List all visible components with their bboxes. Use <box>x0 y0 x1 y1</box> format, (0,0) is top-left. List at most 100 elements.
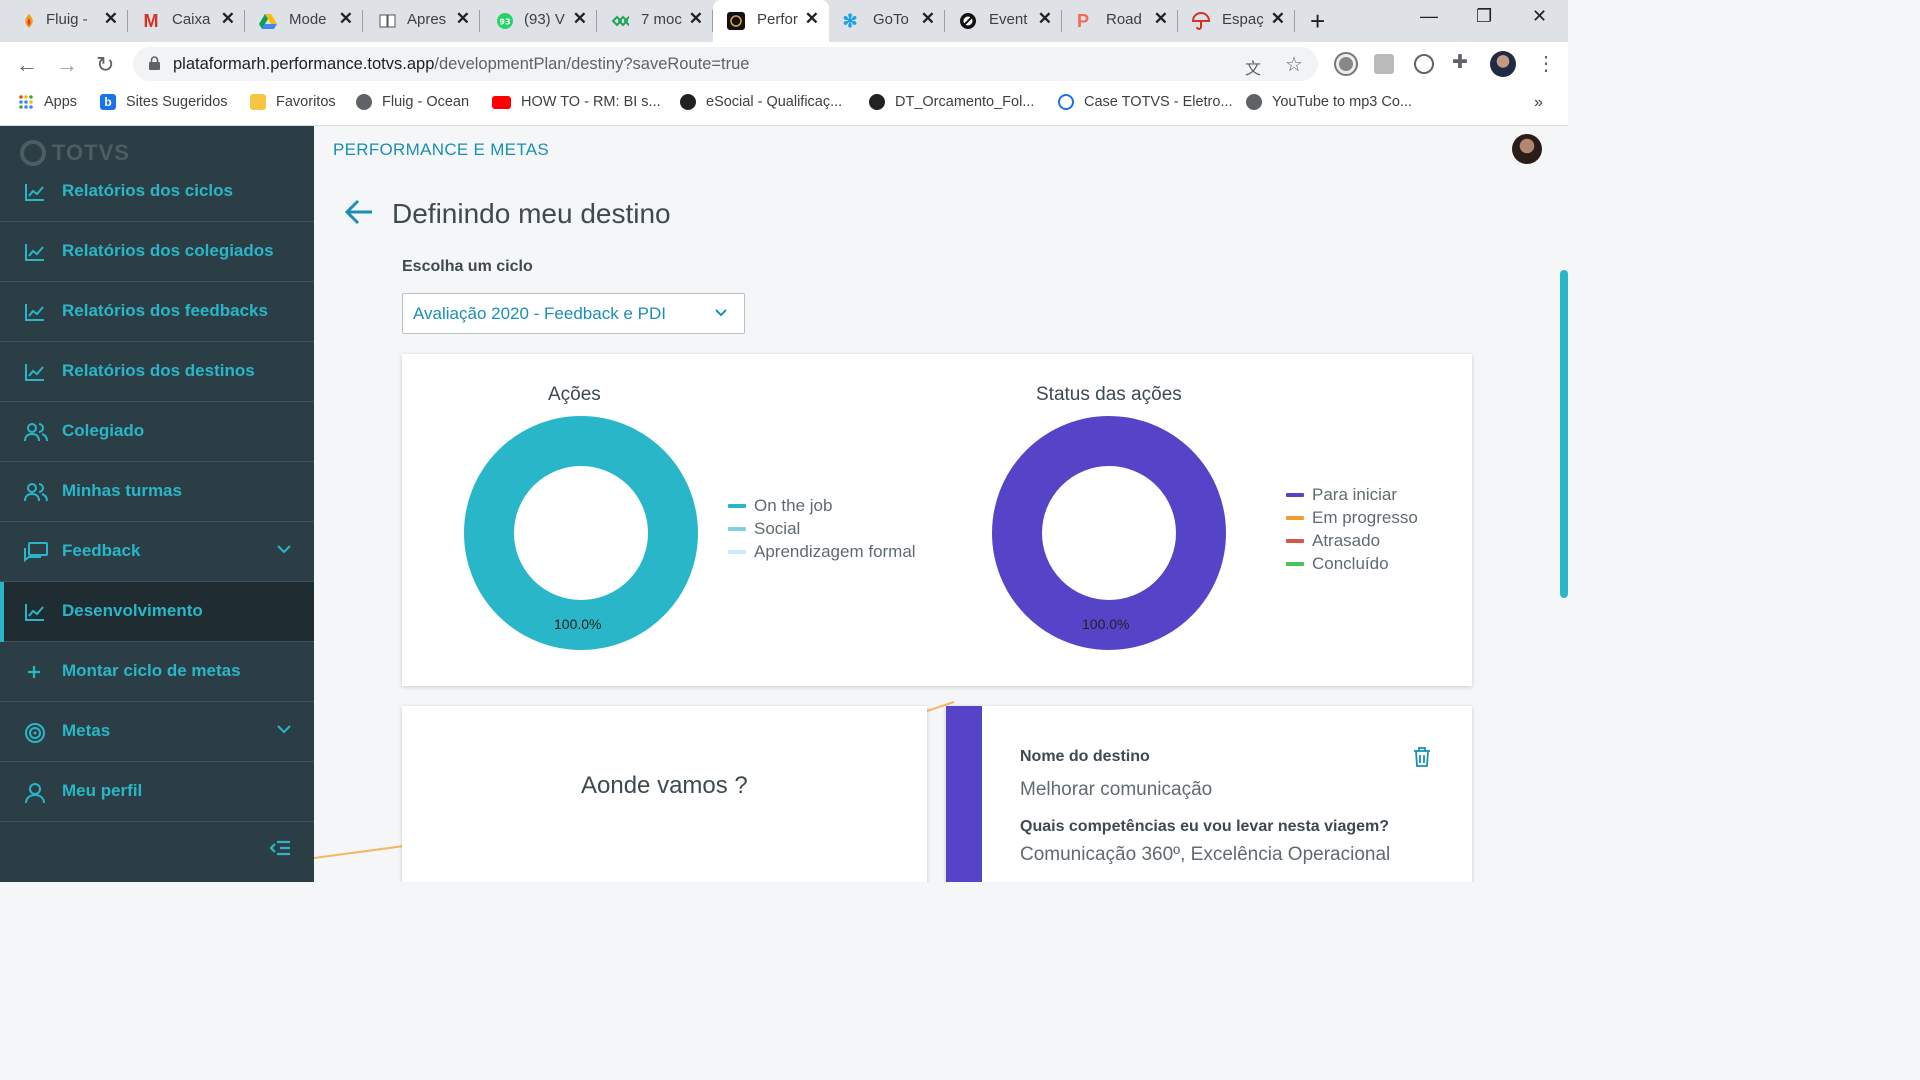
tab-title: Road <box>1106 11 1142 28</box>
sidebar-item-label: Colegiado <box>62 421 145 440</box>
tab-title: Event <box>989 11 1028 28</box>
translate-icon[interactable]: 文 <box>1245 61 1262 78</box>
restore-window-icon[interactable]: ❐ <box>1476 6 1493 26</box>
extension-icon[interactable] <box>1374 54 1394 74</box>
sidebar-item-desenvolvimento[interactable]: Desenvolvimento <box>0 582 314 642</box>
back-nav-icon[interactable]: ← <box>16 52 38 77</box>
bookmark-star-icon[interactable]: ☆ <box>1285 54 1303 76</box>
browser-tab[interactable]: Fluig - ✕ <box>0 0 128 42</box>
legend-entry[interactable]: On the job <box>728 494 916 517</box>
browser-toolbar: ← → ↻ plataformarh.performance.totvs.app… <box>0 42 1568 86</box>
browser-tab[interactable]: 93 (93) V ✕ <box>480 0 597 42</box>
sidebar-item-meu-perfil[interactable]: Meu perfil <box>0 762 314 822</box>
bookmark-sites-sugeridos[interactable]: b Sites Sugeridos <box>100 94 228 110</box>
close-tab-icon[interactable]: ✕ <box>455 9 470 28</box>
extension-icon[interactable] <box>1336 54 1356 74</box>
sidebar-item-label: Desenvolvimento <box>62 601 203 620</box>
close-tab-icon[interactable]: ✕ <box>1270 9 1285 28</box>
tab-title: Caixa <box>172 11 211 28</box>
minimize-window-icon[interactable]: — <box>1420 6 1438 26</box>
collapse-sidebar-icon[interactable] <box>268 838 292 863</box>
page-scrollbar[interactable] <box>1560 270 1568 598</box>
gmail-icon: M <box>143 10 159 31</box>
bookmark-apps[interactable]: Apps <box>18 94 77 110</box>
legend-entry[interactable]: Aprendizagem formal <box>728 540 916 563</box>
sidebar-item-label: Montar ciclo de metas <box>62 661 241 680</box>
main-content: PERFORMANCE E METAS Definindo meu destin… <box>314 126 1568 882</box>
cycle-select-value: Avaliação 2020 - Feedback e PDI <box>413 304 666 323</box>
extensions-puzzle-icon[interactable]: ✚ <box>1452 52 1468 73</box>
legend-entry[interactable]: Concluído <box>1286 552 1418 575</box>
legend-label: Aprendizagem formal <box>754 541 916 561</box>
donut-slice[interactable] <box>992 416 1226 650</box>
totvs-icon <box>727 12 745 30</box>
sidebar-item-relatorios-dos-feedbacks[interactable]: Relatórios dos feedbacks <box>0 282 314 342</box>
sidebar-item-feedback[interactable]: Feedback <box>0 522 314 582</box>
browser-tab[interactable]: M Caixa ✕ <box>128 0 245 42</box>
bookmark-fluig[interactable]: Fluig - Ocean <box>356 94 469 110</box>
bookmark-dt-orcamento[interactable]: DT_Orcamento_Fol... <box>869 94 1034 110</box>
sidebar-item-montar-ciclo-de-metas[interactable]: Montar ciclo de metas <box>0 642 314 702</box>
bookmark-favoritos[interactable]: Favoritos <box>250 94 336 110</box>
browser-tab[interactable]: ✻ GoTo ✕ <box>829 0 945 42</box>
sidebar-item-relatorios-dos-colegiados[interactable]: Relatórios dos colegiados <box>0 222 314 282</box>
close-tab-icon[interactable]: ✕ <box>688 9 703 28</box>
address-bar[interactable]: plataformarh.performance.totvs.app/devel… <box>133 47 1318 81</box>
globe-icon <box>356 94 372 110</box>
back-arrow-icon[interactable] <box>344 198 374 231</box>
close-tab-icon[interactable]: ✕ <box>220 9 235 28</box>
more-bookmarks-icon[interactable]: » <box>1534 94 1543 111</box>
sidebar-item-label: Relatórios dos feedbacks <box>62 301 268 320</box>
drive-icon <box>259 12 277 30</box>
bookmark-label: Apps <box>44 94 78 110</box>
close-window-icon[interactable]: ✕ <box>1532 6 1548 26</box>
profile-avatar[interactable] <box>1490 51 1516 77</box>
browser-tab[interactable]: 7 moc ✕ <box>597 0 713 42</box>
extension-v-icon[interactable] <box>1414 54 1434 74</box>
decorative-path <box>314 701 955 859</box>
close-tab-icon[interactable]: ✕ <box>1153 9 1168 28</box>
browser-tab[interactable]: Apres ✕ <box>363 0 480 42</box>
totvs-icon <box>869 94 885 110</box>
sidebar-item-relatorios-dos-destinos[interactable]: Relatórios dos destinos <box>0 342 314 402</box>
legend-entry[interactable]: Em progresso <box>1286 506 1418 529</box>
browser-tab[interactable]: P Road ✕ <box>1062 0 1178 42</box>
bookmark-case-totvs[interactable]: Case TOTVS - Eletro... <box>1058 94 1233 110</box>
data-label-actions: 100.0% <box>554 616 602 632</box>
browser-tab[interactable]: Event ✕ <box>945 0 1062 42</box>
close-tab-icon[interactable]: ✕ <box>1037 9 1052 28</box>
close-tab-icon[interactable]: ✕ <box>920 9 935 28</box>
browser-tab[interactable]: Mode ✕ <box>245 0 363 42</box>
legend-entry[interactable]: Para iniciar <box>1286 483 1418 506</box>
browser-tab[interactable]: Espaç ✕ <box>1178 0 1295 42</box>
close-tab-icon[interactable]: ✕ <box>572 9 587 28</box>
forward-nav-icon[interactable]: → <box>56 52 78 77</box>
bookmark-esocial[interactable]: eSocial - Qualificaç... <box>680 94 842 110</box>
sidebar-item-colegiado[interactable]: Colegiado <box>0 402 314 462</box>
close-tab-icon[interactable]: ✕ <box>103 9 118 28</box>
whatsapp-icon: 93 <box>496 12 514 30</box>
legend-label: Atrasado <box>1312 530 1381 550</box>
browser-tab-active[interactable]: Perfor ✕ <box>713 0 829 42</box>
reload-icon[interactable]: ↻ <box>96 52 115 77</box>
legend-entry[interactable]: Atrasado <box>1286 529 1418 552</box>
users-icon <box>24 482 48 502</box>
close-tab-icon[interactable]: ✕ <box>804 9 819 28</box>
sidebar-item-minhas-turmas[interactable]: Minhas turmas <box>0 462 314 522</box>
donut-slice[interactable] <box>464 416 698 650</box>
bookmark-label: Fluig - Ocean <box>382 94 470 110</box>
cycle-select[interactable]: Avaliação 2020 - Feedback e PDI <box>402 293 745 334</box>
trash-icon[interactable] <box>1412 746 1432 773</box>
chat-icon <box>24 542 48 562</box>
close-tab-icon[interactable]: ✕ <box>338 9 353 28</box>
user-avatar[interactable] <box>1512 134 1542 164</box>
bookmark-youtube-mp3[interactable]: YouTube to mp3 Co... <box>1246 94 1412 110</box>
youtube-icon <box>492 95 511 109</box>
browser-menu-icon[interactable]: ⋮ <box>1536 53 1556 75</box>
new-tab-button[interactable]: + <box>1310 6 1326 36</box>
sidebar-item-metas[interactable]: Metas <box>0 702 314 762</box>
legend-entry[interactable]: Social <box>728 517 916 540</box>
cycle-select-label: Escolha um ciclo <box>402 258 533 275</box>
bookmark-how-to[interactable]: HOW TO - RM: BI s... <box>492 94 661 110</box>
sidebar-item-relatorios-dos-ciclos[interactable]: Relatórios dos ciclos <box>0 162 314 222</box>
